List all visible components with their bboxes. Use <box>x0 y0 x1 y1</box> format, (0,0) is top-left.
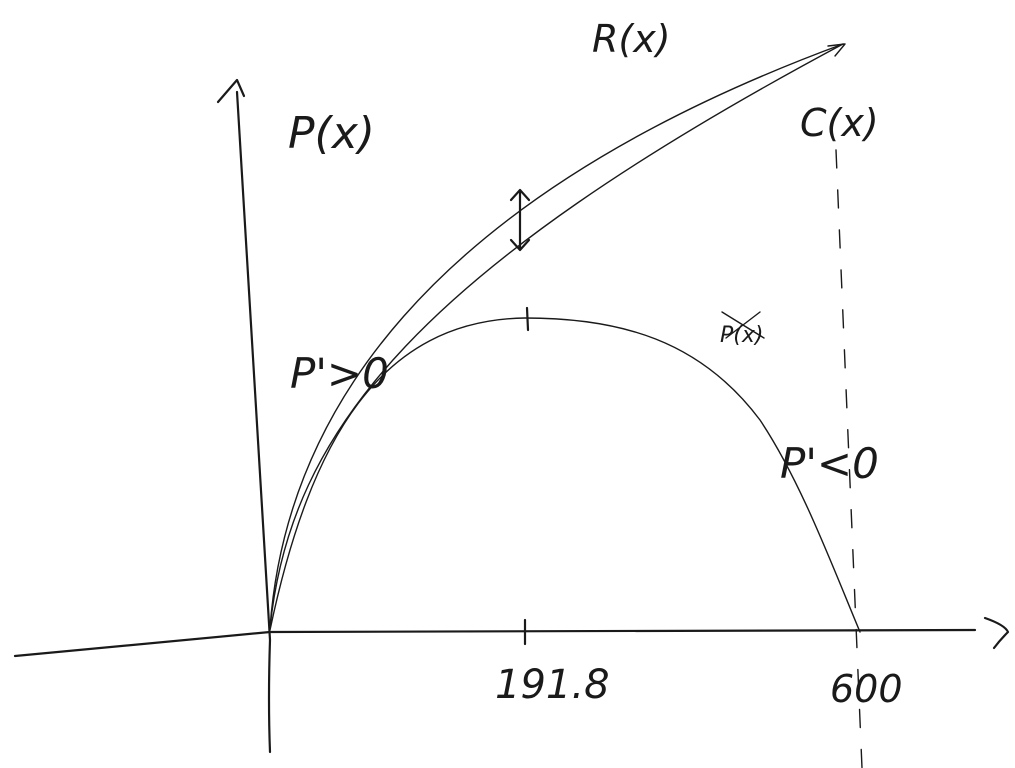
profit-label: P(x) <box>720 323 763 348</box>
scribble-over-profit-label <box>721 311 765 339</box>
increasing-note: P'>0 <box>290 349 389 398</box>
revenue-curve <box>269 43 844 629</box>
end-tick-label: 600 <box>830 667 903 711</box>
revenue-arrowhead <box>827 43 846 57</box>
revenue-label: R(x) <box>592 17 671 61</box>
x-axis-arrowhead <box>983 616 1010 650</box>
y-axis-label: P(x) <box>288 108 375 159</box>
decreasing-note: P'<0 <box>780 439 879 488</box>
x-axis <box>13 628 977 658</box>
profit-curve <box>269 317 861 633</box>
max-tick-label: 191.8 <box>495 662 610 708</box>
y-axis-arrowhead <box>216 78 246 104</box>
y-axis <box>235 90 272 754</box>
cost-label: C(x) <box>800 101 879 145</box>
cost-curve <box>269 43 844 629</box>
max-profit-tick <box>525 306 530 332</box>
revenue-cost-gap-arrow <box>509 188 531 252</box>
